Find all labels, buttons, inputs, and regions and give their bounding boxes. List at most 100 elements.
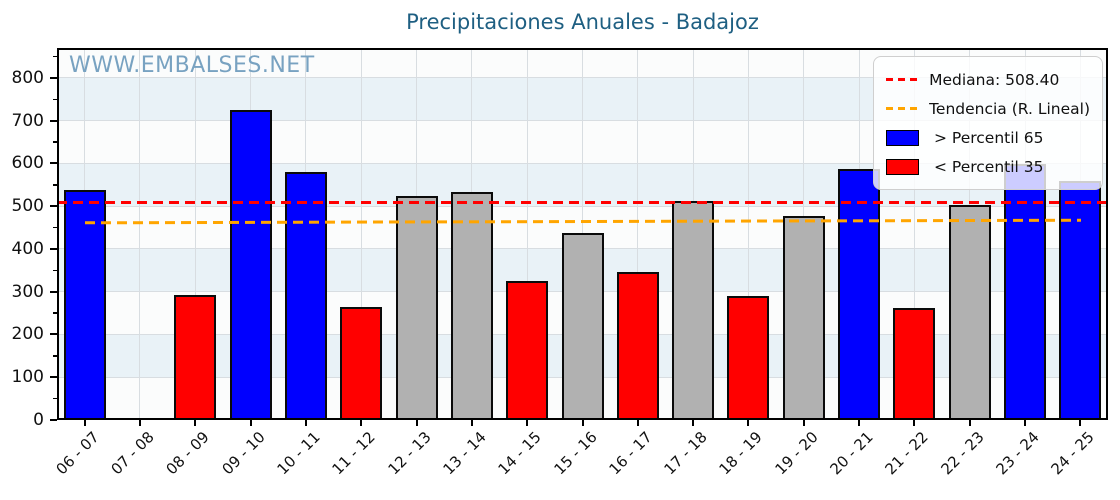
bar-12-13: [395, 195, 438, 420]
grid-line-vertical: [637, 48, 639, 420]
x-axis-tick-label: 17 - 18: [660, 428, 711, 479]
watermark-text: WWW.EMBALSES.NET: [69, 53, 315, 78]
y-axis-tick: [50, 419, 57, 421]
grid-line-vertical: [139, 48, 141, 420]
x-axis-tick-label: 16 - 17: [605, 428, 656, 479]
x-axis-tick: [249, 420, 252, 426]
x-axis-tick-label: 09 - 10: [218, 428, 269, 479]
grid-line-vertical: [747, 48, 749, 420]
legend-item-below-p35: < Percentil 35: [886, 152, 1090, 181]
bar-14-15: [506, 281, 549, 420]
y-axis-tick: [50, 333, 57, 336]
x-axis-tick-label: 07 - 08: [107, 428, 158, 479]
bar-24-25: [1059, 181, 1102, 420]
x-axis-tick: [747, 420, 750, 426]
x-axis-tick-label: 08 - 09: [162, 428, 214, 479]
x-axis-tick-label: 20 - 21: [826, 428, 877, 479]
x-axis-tick: [360, 420, 363, 426]
y-axis-tick-label: 0: [33, 410, 44, 430]
y-axis-tick-label: 500: [11, 196, 44, 217]
y-axis-tick-label: 200: [11, 324, 44, 345]
x-axis-tick: [636, 420, 639, 426]
x-axis-tick: [858, 420, 861, 426]
y-axis-minor-tick: [53, 141, 57, 143]
trend-dashed-line-swatch: [886, 107, 920, 110]
y-axis-minor-tick: [53, 226, 57, 229]
y-axis-minor-tick: [53, 312, 57, 314]
x-axis-tick-label: 11 - 12: [328, 428, 379, 479]
legend-label-median: Mediana: 508.40: [929, 70, 1060, 89]
legend-label-below-p35: < Percentil 35: [929, 157, 1044, 176]
y-axis-tick-label: 300: [11, 281, 44, 302]
x-axis-tick-label: 22 - 23: [937, 428, 988, 479]
x-axis-tick: [194, 420, 197, 426]
y-axis-tick: [50, 76, 57, 79]
grid-line-vertical: [913, 48, 915, 420]
x-axis-tick: [304, 420, 307, 426]
median-dashed-line-swatch: [886, 78, 920, 81]
x-axis-tick-label: 06 - 07: [52, 428, 103, 479]
y-axis-tick: [50, 119, 57, 122]
y-axis-tick-label: 700: [11, 110, 44, 131]
x-axis-tick: [913, 420, 916, 426]
x-axis-tick: [138, 420, 141, 426]
x-axis-tick-label: 18 - 19: [715, 428, 767, 479]
legend-item-trend: Tendencia (R. Lineal): [886, 94, 1090, 123]
y-axis-minor-tick: [53, 184, 57, 186]
x-axis-tick: [968, 420, 971, 426]
grid-line-vertical: [526, 48, 528, 420]
x-axis-tick: [470, 420, 473, 426]
x-axis-tick-label: 14 - 15: [494, 428, 545, 479]
x-axis-tick-label: 23 - 24: [992, 428, 1043, 479]
bar-15-16: [561, 233, 604, 420]
x-axis-tick: [692, 420, 695, 426]
bar-10-11: [284, 172, 327, 420]
x-axis-tick: [1079, 420, 1082, 426]
x-axis-tick: [1024, 420, 1027, 426]
bar-19-20: [782, 216, 825, 420]
x-axis-tick: [415, 420, 418, 426]
bar-18-19: [727, 296, 770, 420]
grid-line-vertical: [360, 48, 362, 420]
x-axis-tick-label: 15 - 16: [549, 428, 601, 479]
y-axis-tick-label: 600: [11, 153, 44, 174]
bar-08-09: [174, 294, 217, 420]
red-bar-swatch: [886, 158, 920, 175]
bar-16-17: [616, 272, 659, 420]
bar-11-12: [340, 306, 383, 420]
blue-bar-swatch: [886, 129, 920, 146]
x-axis-tick-label: 13 - 14: [439, 428, 490, 479]
x-axis-tick: [581, 420, 584, 426]
y-axis-minor-tick: [53, 98, 57, 101]
legend-label-trend: Tendencia (R. Lineal): [929, 99, 1090, 118]
grid-line-vertical: [194, 48, 196, 420]
median-line: [57, 201, 1108, 205]
chart-title: Precipitaciones Anuales - Badajoz: [406, 10, 759, 34]
x-axis-tick-label: 24 - 25: [1047, 428, 1099, 479]
x-axis-tick-label: 10 - 11: [273, 428, 324, 479]
y-axis-tick: [50, 205, 57, 208]
y-axis-tick-label: 100: [11, 367, 44, 388]
y-axis-minor-tick: [53, 55, 57, 58]
x-axis-tick-label: 21 - 22: [881, 428, 933, 479]
plot-area: WWW.EMBALSES.NET Mediana: 508.40 Tendenc…: [57, 48, 1108, 420]
x-axis-tick: [83, 420, 86, 426]
y-axis-tick-label: 800: [11, 67, 44, 88]
y-axis-tick-label: 400: [11, 238, 44, 259]
legend-item-median: Mediana: 508.40: [886, 65, 1090, 94]
y-axis-tick: [50, 376, 57, 379]
bar-06-07: [63, 190, 106, 420]
x-axis-tick-label: 19 - 20: [771, 428, 822, 479]
y-axis-minor-tick: [53, 397, 57, 400]
bar-17-18: [672, 201, 715, 420]
x-axis-tick: [802, 420, 805, 426]
legend-label-above-p65: > Percentil 65: [929, 128, 1044, 147]
y-axis-tick: [50, 162, 57, 165]
bar-20-21: [838, 169, 881, 420]
bar-21-22: [893, 307, 936, 420]
bar-13-14: [450, 191, 493, 420]
x-axis-tick: [526, 420, 529, 426]
y-axis-minor-tick: [53, 355, 57, 357]
x-axis-tick-label: 12 - 13: [383, 428, 435, 479]
